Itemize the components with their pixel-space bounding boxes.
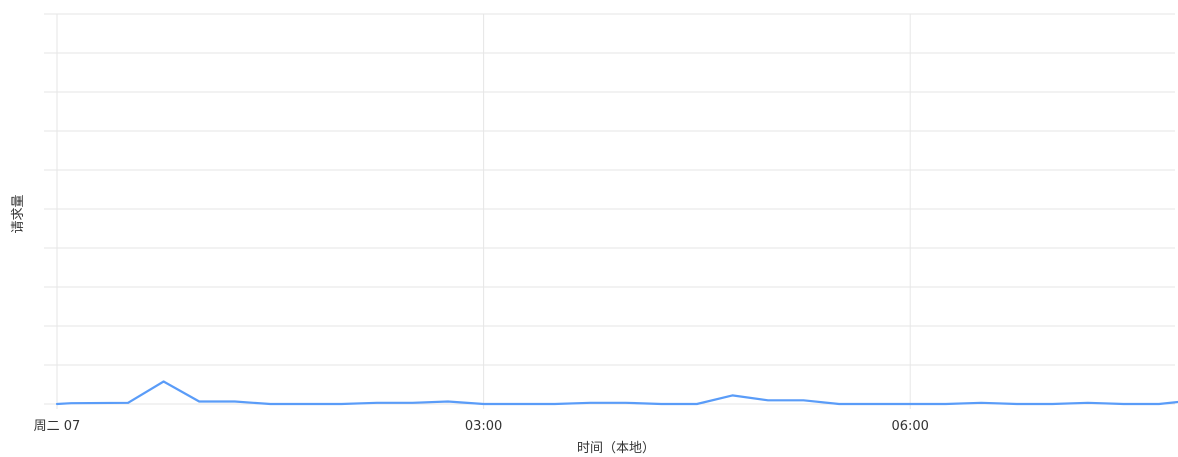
x-gridlines xyxy=(56,14,911,409)
x-tick-label: 03:00 xyxy=(465,419,502,434)
series-layer xyxy=(55,380,1178,406)
series-line xyxy=(55,380,1178,406)
x-tick-label: 06:00 xyxy=(891,419,928,434)
y-gridlines xyxy=(44,13,1175,405)
y-axis-title: 请求量 xyxy=(11,194,26,233)
x-axis-title: 时间（本地） xyxy=(577,441,655,456)
x-tick-label: 周二 07 xyxy=(34,419,81,434)
